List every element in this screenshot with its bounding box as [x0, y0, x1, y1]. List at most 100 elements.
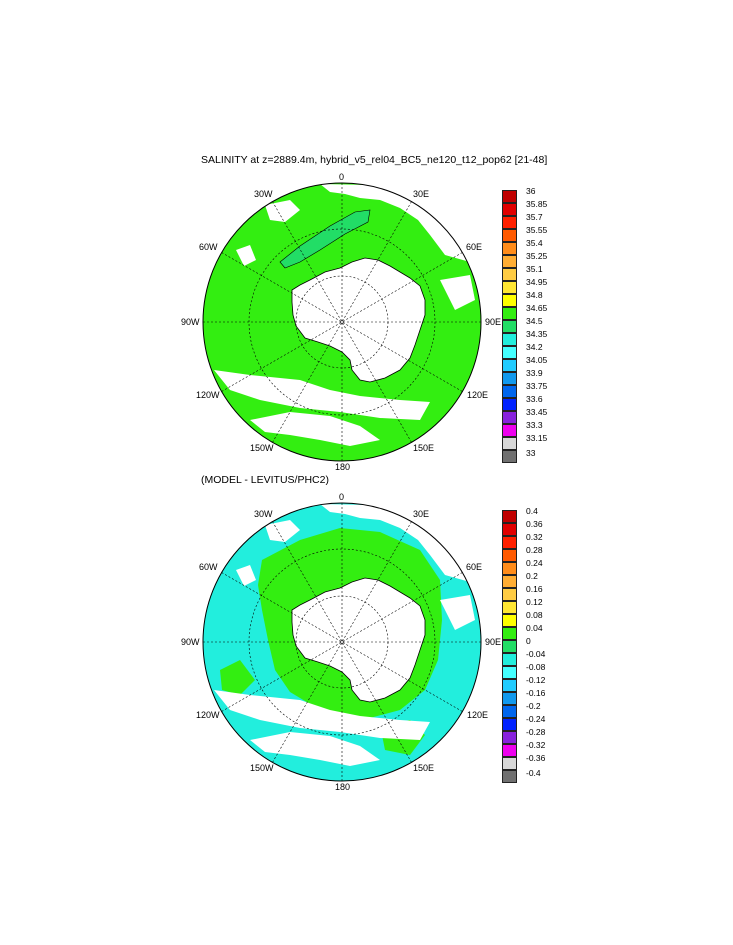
colorbar-box — [502, 679, 517, 692]
lon-label-0: 0 — [339, 492, 345, 502]
colorbar-box — [502, 424, 517, 437]
panel-salinity: SALINITY at z=2889.4m, hybrid_v5_rel04_B… — [0, 150, 733, 472]
colorbar-label: 34.95 — [526, 277, 548, 287]
colorbar-label: 33.3 — [526, 420, 543, 430]
colorbar-label: 0.2 — [526, 571, 538, 581]
lon-label-150w: 150W — [250, 443, 274, 453]
colorbar-box — [502, 705, 517, 718]
colorbar-box — [502, 523, 517, 536]
colorbar-label: 34.65 — [526, 303, 548, 313]
colorbar-box — [502, 718, 517, 731]
lon-label-90w: 90W — [181, 637, 200, 647]
colorbar-box — [502, 562, 517, 575]
colorbar-box — [502, 242, 517, 255]
colorbar-box — [502, 653, 517, 666]
lon-label-30e: 30E — [413, 189, 430, 199]
missing-data-patches — [214, 504, 475, 766]
colorbar-box — [502, 203, 517, 216]
colorbar-box — [502, 229, 517, 242]
colorbar-label: 35.85 — [526, 199, 548, 209]
lon-label-0: 0 — [339, 172, 345, 182]
lon-label-120e: 120E — [467, 710, 489, 720]
colorbar-label: -0.16 — [526, 688, 546, 698]
lon-label-180: 180 — [335, 782, 351, 792]
graticule — [203, 183, 481, 461]
colorbar-box — [502, 320, 517, 333]
colorbar-label: 0.4 — [526, 506, 538, 516]
lon-label-30w: 30W — [254, 189, 273, 199]
lon-label-150e: 150E — [413, 763, 435, 773]
colorbar-label: 0.24 — [526, 558, 543, 568]
colorbar-box — [502, 216, 517, 229]
colorbar-box — [502, 549, 517, 562]
colorbar-label: 33.75 — [526, 381, 548, 391]
colorbar-box — [502, 614, 517, 627]
colorbar-label: -0.28 — [526, 727, 546, 737]
colorbar-label: 0.04 — [526, 623, 543, 633]
colorbar-label: 34.5 — [526, 316, 543, 326]
colorbar-label: -0.4 — [526, 768, 541, 778]
colorbar-box — [502, 770, 517, 783]
colorbar-box — [502, 575, 517, 588]
colorbar-label: 0.16 — [526, 584, 543, 594]
colorbar-label: 0 — [526, 636, 531, 646]
lon-label-90e: 90E — [485, 317, 502, 327]
colorbar-label: 0.12 — [526, 597, 543, 607]
colorbar-box — [502, 692, 517, 705]
lon-label-150e: 150E — [413, 443, 435, 453]
colorbar-label: 34.05 — [526, 355, 548, 365]
colorbar-label: -0.36 — [526, 753, 546, 763]
lon-label-30w: 30W — [254, 509, 273, 519]
colorbar-label: -0.12 — [526, 675, 546, 685]
colorbar-box — [502, 346, 517, 359]
colorbar-box — [502, 601, 517, 614]
polar-map — [202, 502, 482, 782]
colorbar-label: -0.2 — [526, 701, 541, 711]
colorbar-label: 35.7 — [526, 212, 543, 222]
lon-label-180: 180 — [335, 462, 351, 472]
colorbar-label: 34.2 — [526, 342, 543, 352]
colorbar-label: 35.1 — [526, 264, 543, 274]
colorbar-label: -0.04 — [526, 649, 546, 659]
colorbar-box — [502, 190, 517, 203]
colorbar-label: 33.9 — [526, 368, 543, 378]
lon-label-60w: 60W — [199, 242, 218, 252]
colorbar-label: 33.6 — [526, 394, 543, 404]
colorbar-box — [502, 757, 517, 770]
colorbar-box — [502, 372, 517, 385]
colorbar-box — [502, 333, 517, 346]
colorbar-box — [502, 450, 517, 463]
colorbar-label: -0.08 — [526, 662, 546, 672]
colorbar-box — [502, 411, 517, 424]
panel-title: (MODEL - LEVITUS/PHC2) — [201, 474, 329, 486]
lon-label-120w: 120W — [196, 710, 220, 720]
colorbar-box — [502, 588, 517, 601]
colorbar-box — [502, 398, 517, 411]
colorbar-label: 0.32 — [526, 532, 543, 542]
colorbar-box — [502, 536, 517, 549]
colorbar-label: 33.45 — [526, 407, 548, 417]
panel-title: SALINITY at z=2889.4m, hybrid_v5_rel04_B… — [201, 154, 548, 166]
colorbar-box — [502, 385, 517, 398]
colorbar-box — [502, 359, 517, 372]
colorbar-box — [502, 307, 517, 320]
colorbar-label: 36 — [526, 186, 536, 196]
colorbar-label: -0.24 — [526, 714, 546, 724]
polar-map — [202, 182, 482, 462]
lon-label-150w: 150W — [250, 763, 274, 773]
colorbar-label: 33 — [526, 448, 536, 458]
colorbar-box — [502, 437, 517, 450]
lon-label-60e: 60E — [466, 562, 483, 572]
colorbar-label: 35.55 — [526, 225, 548, 235]
colorbar-box — [502, 627, 517, 640]
colorbar-box — [502, 255, 517, 268]
colorbar-label: 0.36 — [526, 519, 543, 529]
colorbar-box — [502, 281, 517, 294]
lon-label-90w: 90W — [181, 317, 200, 327]
colorbar-box — [502, 640, 517, 653]
colorbar-label: 34.8 — [526, 290, 543, 300]
graticule — [203, 503, 481, 781]
lon-label-120e: 120E — [467, 390, 489, 400]
colorbar-box — [502, 294, 517, 307]
colorbar-label: 0.28 — [526, 545, 543, 555]
